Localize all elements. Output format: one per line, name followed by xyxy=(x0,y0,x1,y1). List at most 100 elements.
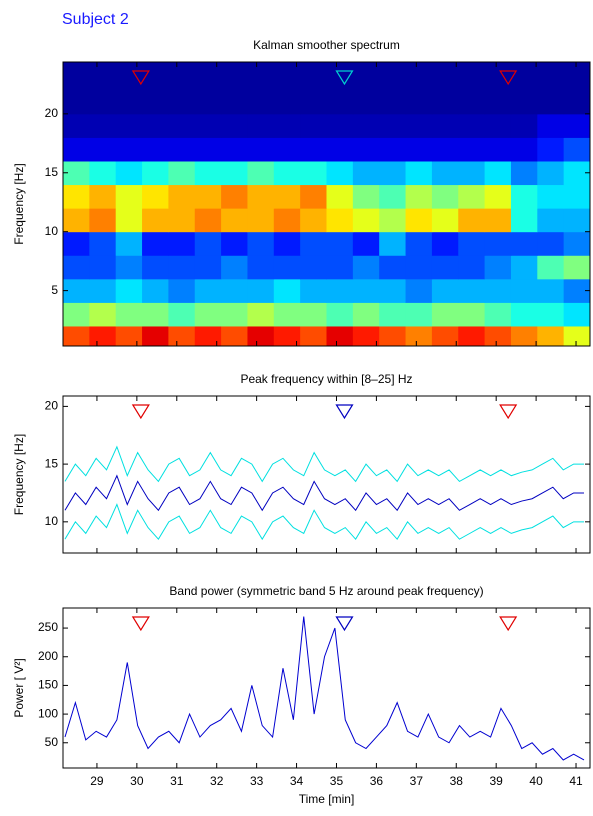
heat-cell xyxy=(379,278,407,303)
heat-cell xyxy=(194,325,222,346)
heat-cell xyxy=(300,90,327,115)
series-line xyxy=(64,616,585,761)
heat-cell xyxy=(510,278,538,303)
heat-cell xyxy=(458,184,486,209)
heat-cell xyxy=(379,302,407,327)
heat-cell xyxy=(405,255,433,280)
heat-cell xyxy=(484,231,512,256)
heat-cell xyxy=(247,255,275,280)
heat-cell xyxy=(379,137,407,162)
plot-area xyxy=(64,616,585,761)
heat-cell xyxy=(63,113,90,138)
heat-cell xyxy=(115,137,143,162)
heat-cell xyxy=(247,137,275,162)
heat-cell xyxy=(405,137,433,162)
heat-cell xyxy=(352,90,380,115)
plot-area xyxy=(63,62,590,346)
heat-cell xyxy=(537,255,565,280)
heat-cell xyxy=(326,302,354,327)
heat-cell xyxy=(431,231,459,256)
heat-cell xyxy=(326,255,354,280)
heat-cell xyxy=(352,278,380,303)
event-marker xyxy=(335,616,354,632)
heat-cell xyxy=(247,90,275,115)
heat-cell xyxy=(300,231,327,256)
heat-cell xyxy=(326,325,354,346)
heat-cell xyxy=(326,137,354,162)
plot-frame xyxy=(62,607,591,769)
heat-cell xyxy=(379,90,407,115)
heat-cell xyxy=(484,137,512,162)
heat-cell xyxy=(142,278,169,303)
heat-cell xyxy=(89,208,117,233)
heat-cell xyxy=(431,255,459,280)
heat-cell xyxy=(458,255,486,280)
heat-cell xyxy=(326,278,354,303)
heat-cell xyxy=(300,62,327,91)
heat-cell xyxy=(537,160,565,186)
heat-cell xyxy=(273,302,301,327)
heat-cell xyxy=(221,278,248,303)
heat-cell xyxy=(273,160,301,186)
y-tick-label: 150 xyxy=(38,678,58,692)
heat-cell xyxy=(431,113,459,138)
heat-cell xyxy=(484,302,512,327)
heat-cell xyxy=(563,137,590,162)
heat-cell xyxy=(89,62,117,91)
heat-cell xyxy=(168,231,196,256)
heat-cell xyxy=(247,278,275,303)
y-tick-label: 20 xyxy=(45,106,59,120)
heat-cell xyxy=(168,325,196,346)
heat-cell xyxy=(458,278,486,303)
heat-cell xyxy=(142,302,169,327)
heat-cell xyxy=(352,137,380,162)
event-marker xyxy=(131,616,150,632)
heat-cell xyxy=(510,231,538,256)
heat-cell xyxy=(221,160,248,186)
heat-cell xyxy=(194,231,222,256)
heat-cell xyxy=(537,231,565,256)
heat-cell xyxy=(510,137,538,162)
heat-cell xyxy=(510,160,538,186)
heat-cell xyxy=(89,160,117,186)
x-tick-label: 41 xyxy=(569,774,583,788)
heat-cell xyxy=(273,255,301,280)
heat-cell xyxy=(510,325,538,346)
heat-cell xyxy=(221,231,248,256)
heat-cell xyxy=(510,113,538,138)
plot-title: Peak frequency within [8–25] Hz xyxy=(240,372,412,386)
heat-cell xyxy=(63,184,90,209)
heat-cell xyxy=(142,255,169,280)
heat-cell xyxy=(405,278,433,303)
heat-cell xyxy=(89,90,117,115)
heat-cell xyxy=(194,208,222,233)
x-tick-label: 36 xyxy=(370,774,384,788)
heat-cell xyxy=(537,208,565,233)
heat-cell xyxy=(510,302,538,327)
heat-cell xyxy=(563,90,590,115)
heat-cell xyxy=(273,90,301,115)
y-axis-label: Power [ V²] xyxy=(12,658,26,717)
heat-cell xyxy=(89,231,117,256)
heat-cell xyxy=(379,113,407,138)
heat-cell xyxy=(89,184,117,209)
heat-cell xyxy=(405,325,433,346)
heat-cell xyxy=(221,302,248,327)
heat-cell xyxy=(300,302,327,327)
heat-cell xyxy=(115,255,143,280)
heat-cell xyxy=(300,137,327,162)
figure-title: Subject 2 xyxy=(62,11,129,28)
x-tick-label: 33 xyxy=(250,774,264,788)
heat-cell xyxy=(63,302,90,327)
heat-cell xyxy=(431,302,459,327)
event-marker xyxy=(499,616,518,632)
heat-cell xyxy=(458,160,486,186)
heat-cell xyxy=(352,325,380,346)
heat-cell xyxy=(115,184,143,209)
heat-cell xyxy=(405,231,433,256)
heat-cell xyxy=(221,62,248,91)
heat-cell xyxy=(510,208,538,233)
heat-cell xyxy=(484,113,512,138)
heat-cell xyxy=(537,90,565,115)
heat-cell xyxy=(63,325,90,346)
